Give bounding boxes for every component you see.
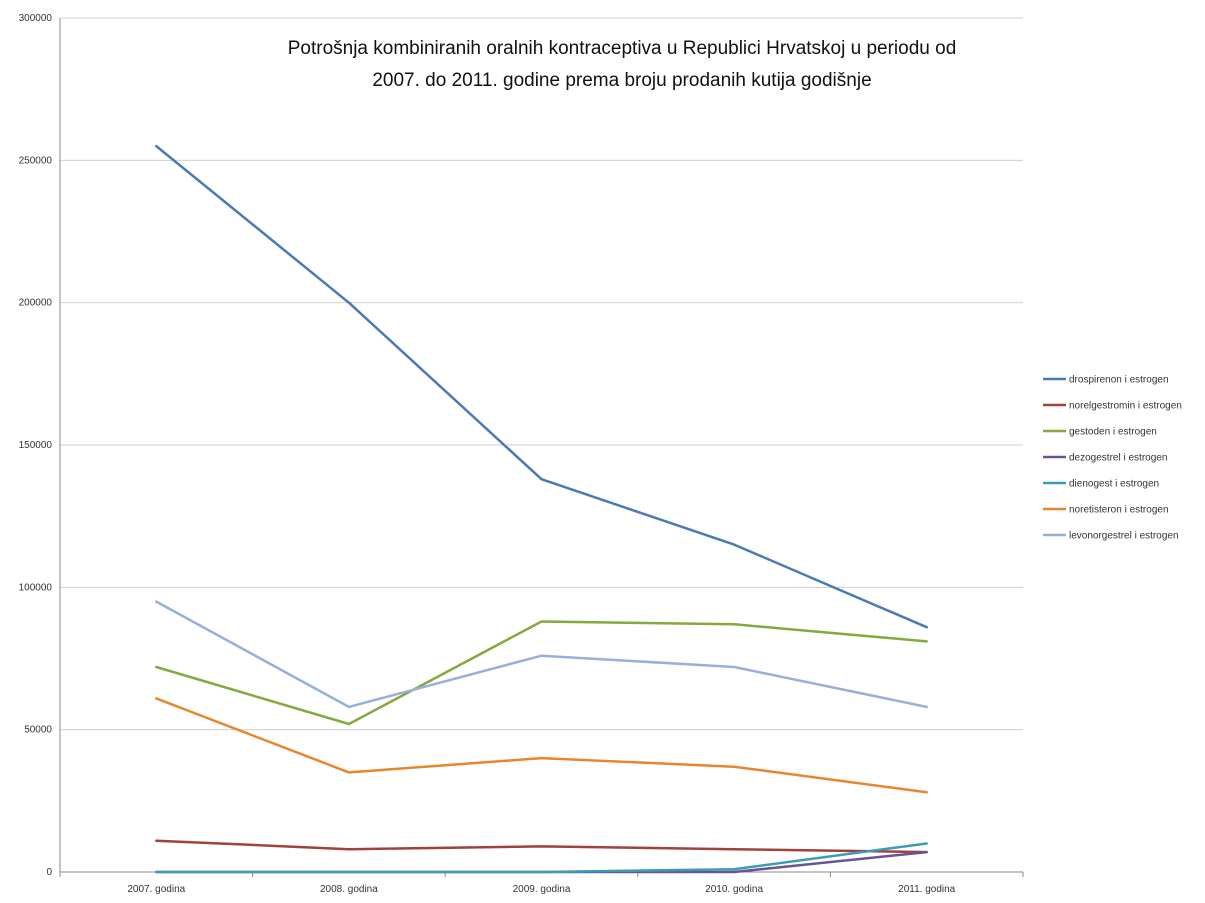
series-line-3 [155,620,928,726]
gridlines [60,17,1023,873]
series-line-4 [155,850,928,874]
chart-title: Potrošnja kombiniranih oralnih kontracep… [288,38,957,91]
y-tick-label: 100000 [19,582,53,593]
y-tick-label: 0 [46,867,52,878]
legend: drospirenon i estrogen norelgestromin i e… [1043,375,1182,542]
x-tick-label: 2011. godina [898,884,956,895]
series-line-5 [155,842,928,874]
chart-title-line-2: 2007. do 2011. godine prema broju prodan… [372,70,871,91]
legend-label: noretisteron i estrogen [1069,505,1169,516]
x-tick-label: 2009. godina [513,884,571,895]
legend-label: dienogest i estrogen [1069,479,1159,490]
series-line-6 [155,697,928,794]
x-tick-labels: 2007. godina 2008. godina 2009. godina 2010… [127,884,955,895]
y-tick-label: 200000 [19,298,53,309]
y-tick-label: 50000 [24,725,52,736]
legend-label: levonorgestrel i estrogen [1069,531,1179,542]
axes [59,18,1024,877]
legend-label: drospirenon i estrogen [1069,375,1169,386]
series-lines [155,144,928,874]
series-line-7 [155,600,928,709]
x-tick-label: 2008. godina [320,884,378,895]
y-tick-label: 150000 [19,440,53,451]
x-tick-label: 2007. godina [127,884,185,895]
y-tick-label: 250000 [19,155,53,166]
y-tick-labels: 0 50000 100000 150000 200000 250000 300000 [19,13,53,878]
chart-title-line-1: Potrošnja kombiniranih oralnih kontracep… [288,38,957,59]
legend-label: dezogestrel i estrogen [1069,453,1167,464]
series-line-2 [155,839,928,854]
legend-label: gestoden i estrogen [1069,427,1157,438]
legend-label: norelgestromin i estrogen [1069,401,1182,412]
x-tick-label: 2010. godina [705,884,763,895]
series-line-1 [155,144,928,629]
y-tick-label: 300000 [19,13,53,24]
